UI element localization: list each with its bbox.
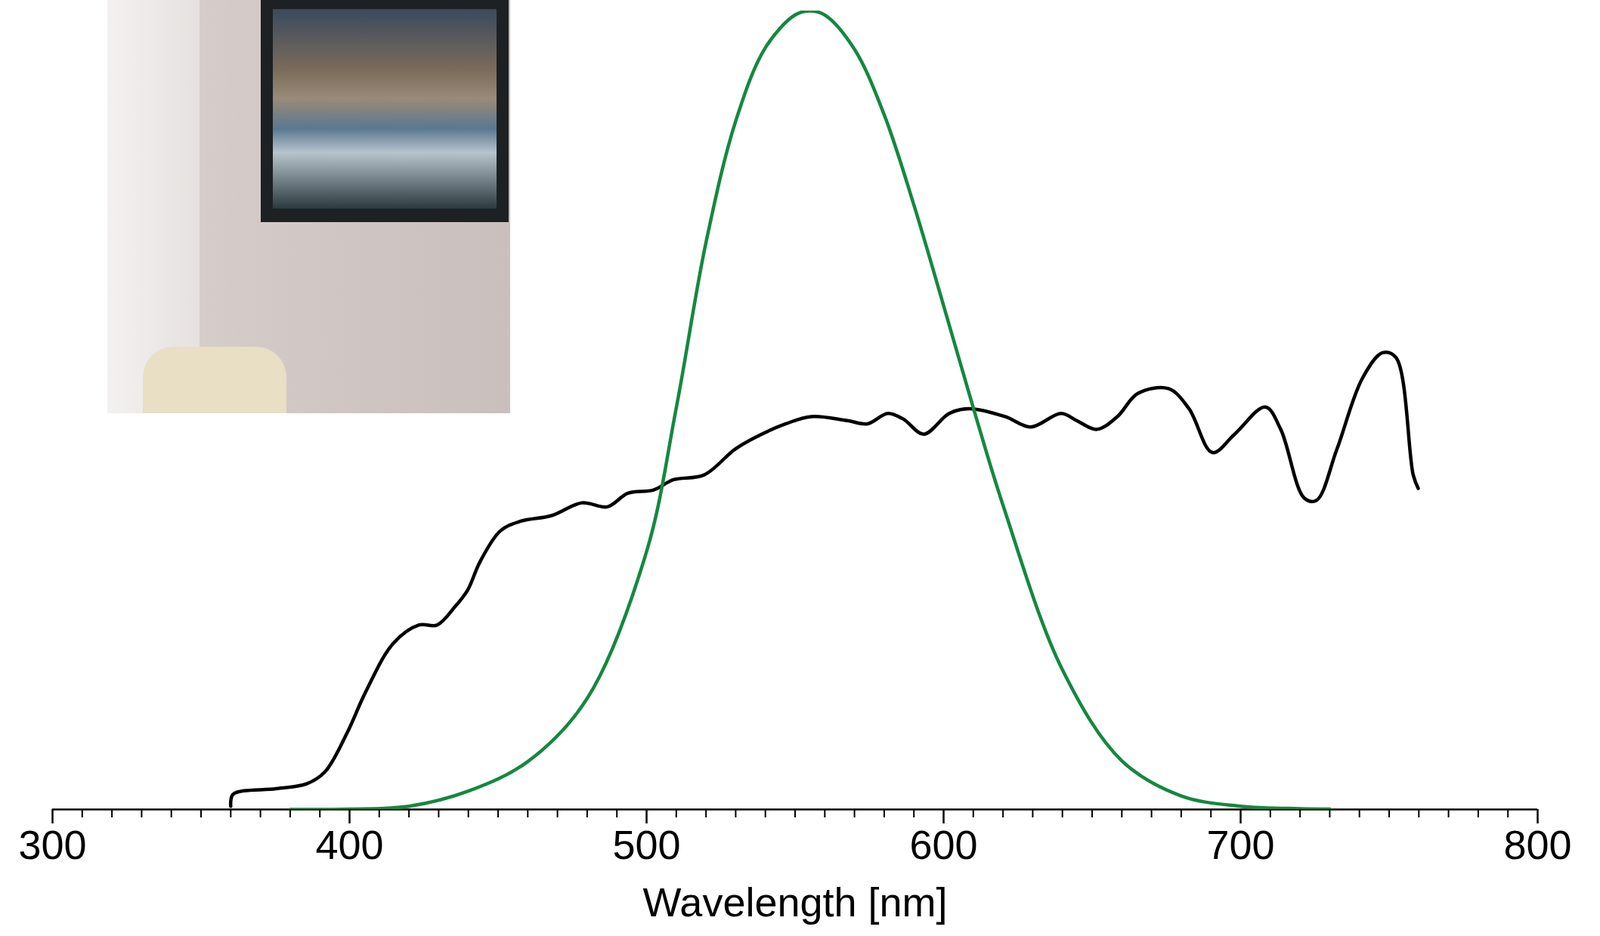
svg-text:Wavelength [nm]: Wavelength [nm]: [642, 879, 948, 926]
svg-text:600: 600: [909, 822, 978, 868]
svg-text:300: 300: [18, 822, 87, 868]
svg-text:400: 400: [315, 822, 384, 868]
svg-text:800: 800: [1503, 822, 1572, 868]
svg-text:700: 700: [1206, 822, 1275, 868]
svg-text:500: 500: [612, 822, 681, 868]
